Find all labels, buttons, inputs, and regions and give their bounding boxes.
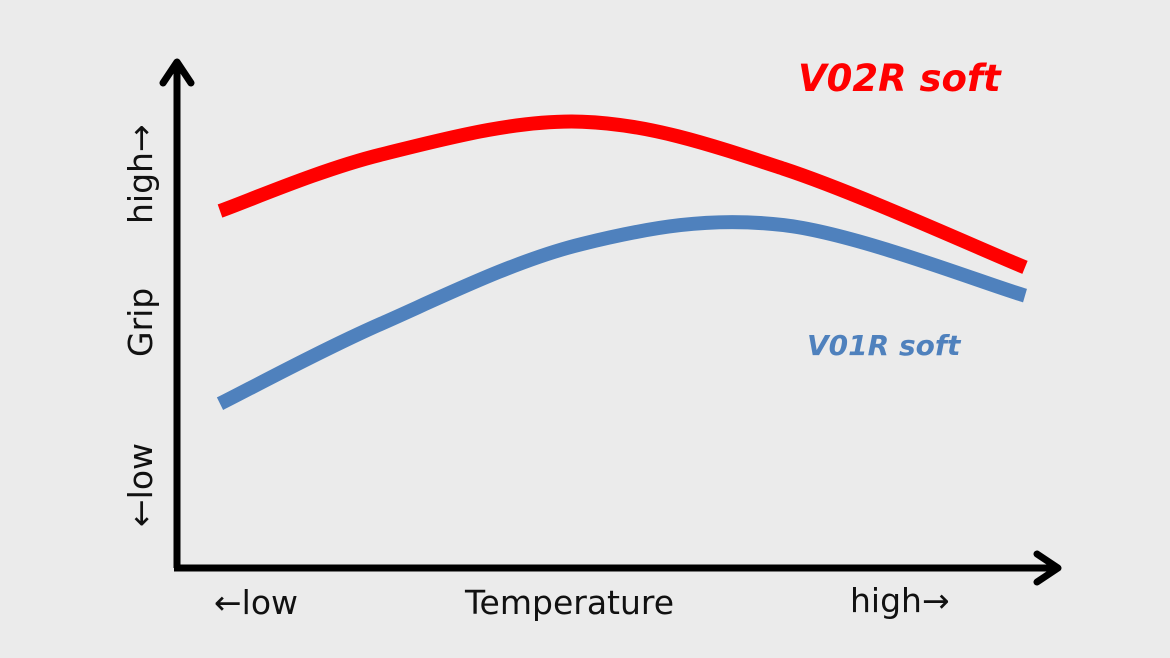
series-line-v02r-soft [217,114,1028,274]
series-label-v01r-soft: V01R soft [807,329,962,362]
x-axis-title: Temperature [464,583,674,622]
x-low-label: ←low [214,583,298,622]
series-label-v02r-soft: V02R soft [798,57,1002,100]
series-line-v01r-soft [216,215,1027,410]
x-high-label: high→ [850,581,950,620]
y-axis-title: Grip [121,288,160,357]
y-low-label: ←low [121,443,160,527]
y-high-label: high→ [121,124,160,224]
